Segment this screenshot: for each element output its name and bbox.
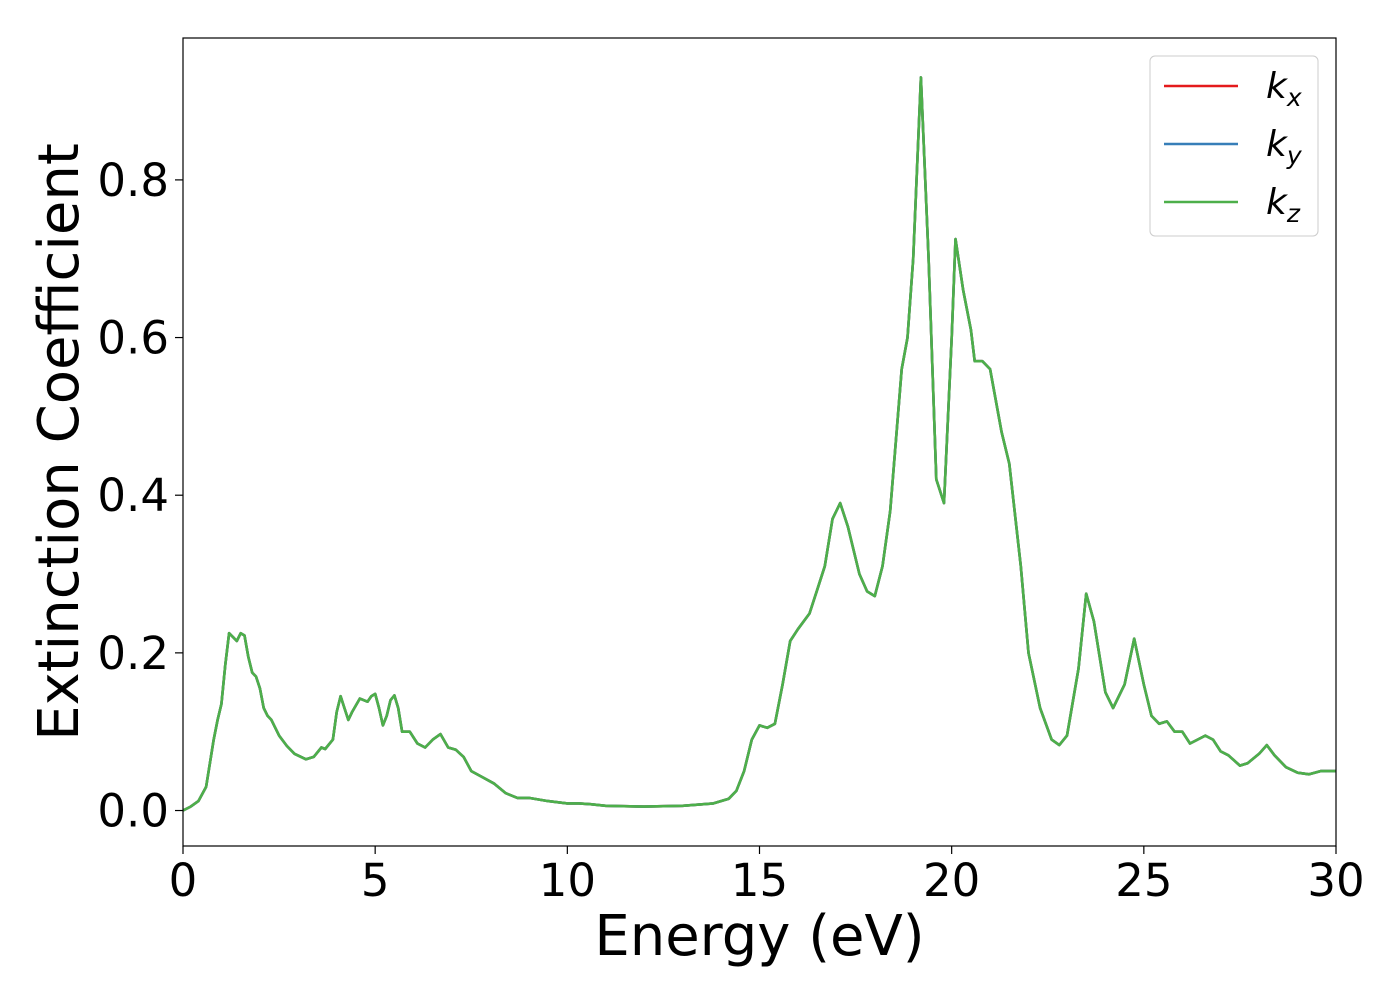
x-tick-label: 20 [923, 854, 980, 907]
x-tick-label: 15 [731, 854, 788, 907]
y-axis-ticks: 0.0 0.2 0.4 0.6 0.8 [97, 154, 183, 838]
x-axis-label: Energy (eV) [594, 904, 924, 969]
y-axis-label: Extinction Coefficient [27, 143, 92, 741]
y-tick-label: 0.8 [97, 154, 169, 207]
x-axis-ticks: 0 5 10 15 20 25 30 [169, 846, 1365, 907]
legend-label-k-y: ky [1266, 124, 1303, 170]
y-tick-label: 0.2 [97, 627, 169, 680]
x-tick-label: 0 [169, 854, 198, 907]
y-tick-label: 0.4 [97, 469, 169, 522]
x-tick-label: 5 [361, 854, 390, 907]
x-tick-label: 25 [1115, 854, 1172, 907]
series-line-k-z [182, 76, 1336, 812]
x-tick-label: 30 [1307, 854, 1364, 907]
y-tick-label: 0.6 [97, 312, 169, 365]
y-tick-label: 0.0 [97, 785, 169, 838]
x-tick-label: 10 [539, 854, 596, 907]
legend-label-k-z: kz [1266, 182, 1301, 228]
legend-label-k-x: kx [1266, 66, 1302, 112]
legend-box [1149, 55, 1319, 237]
legend: kx ky kz [1149, 55, 1319, 237]
series-lines [182, 76, 1336, 812]
